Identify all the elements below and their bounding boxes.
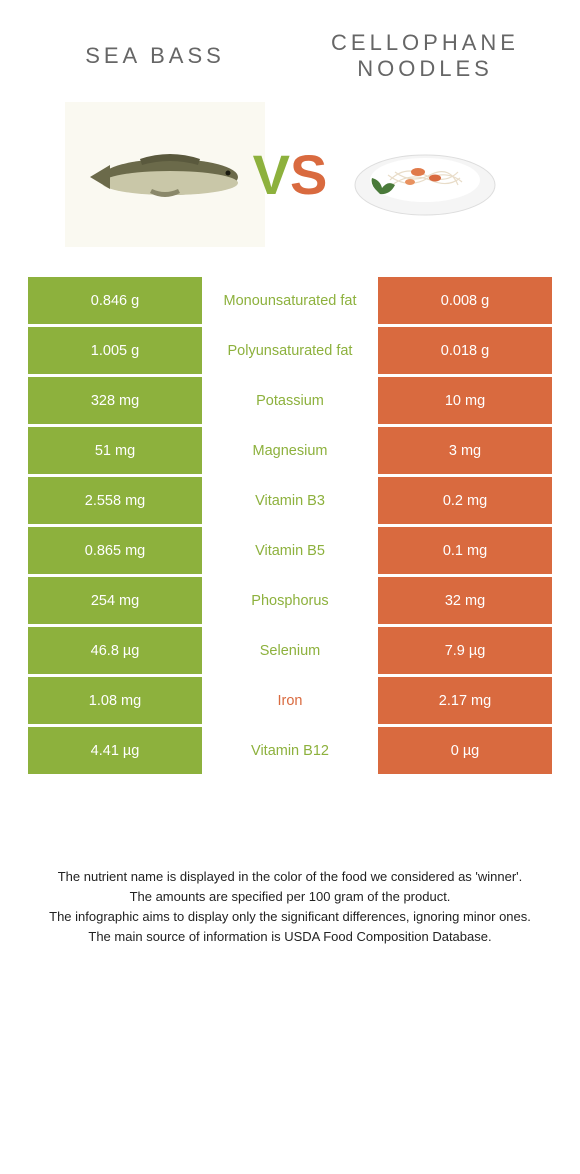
- right-image-box: [335, 102, 515, 247]
- table-row: 328 mgPotassium10 mg: [28, 377, 552, 424]
- footnotes: The nutrient name is displayed in the co…: [0, 777, 580, 948]
- nutrient-label-cell: Polyunsaturated fat: [202, 327, 378, 374]
- nutrient-label-cell: Monounsaturated fat: [202, 277, 378, 324]
- table-row: 2.558 mgVitamin B30.2 mg: [28, 477, 552, 524]
- vs-s: S: [290, 142, 327, 207]
- footnote-line: The main source of information is USDA F…: [30, 927, 550, 947]
- nutrient-label-cell: Magnesium: [202, 427, 378, 474]
- right-value-cell: 3 mg: [378, 427, 552, 474]
- fish-icon: [80, 147, 250, 202]
- right-value-cell: 7.9 µg: [378, 627, 552, 674]
- table-row: 0.865 mgVitamin B50.1 mg: [28, 527, 552, 574]
- table-row: 4.41 µgVitamin B120 µg: [28, 727, 552, 774]
- right-value-cell: 32 mg: [378, 577, 552, 624]
- right-value-cell: 10 mg: [378, 377, 552, 424]
- table-row: 1.08 mgIron2.17 mg: [28, 677, 552, 724]
- left-value-cell: 51 mg: [28, 427, 202, 474]
- left-value-cell: 0.846 g: [28, 277, 202, 324]
- right-value-cell: 0.2 mg: [378, 477, 552, 524]
- table-row: 46.8 µgSelenium7.9 µg: [28, 627, 552, 674]
- left-value-cell: 1.005 g: [28, 327, 202, 374]
- table-row: 51 mgMagnesium3 mg: [28, 427, 552, 474]
- nutrient-label-cell: Selenium: [202, 627, 378, 674]
- left-value-cell: 0.865 mg: [28, 527, 202, 574]
- right-value-cell: 0.008 g: [378, 277, 552, 324]
- right-title: CELLOPHANE NOODLES: [304, 30, 547, 82]
- left-image-box: [65, 102, 265, 247]
- left-value-cell: 1.08 mg: [28, 677, 202, 724]
- left-value-cell: 254 mg: [28, 577, 202, 624]
- table-row: 0.846 gMonounsaturated fat0.008 g: [28, 277, 552, 324]
- nutrient-label-cell: Vitamin B5: [202, 527, 378, 574]
- nutrient-label-cell: Vitamin B3: [202, 477, 378, 524]
- nutrient-label-cell: Vitamin B12: [202, 727, 378, 774]
- title-row: SEA BASS CELLOPHANE NOODLES: [0, 0, 580, 102]
- noodles-icon: [350, 130, 500, 220]
- right-value-cell: 2.17 mg: [378, 677, 552, 724]
- nutrient-label-cell: Potassium: [202, 377, 378, 424]
- left-value-cell: 2.558 mg: [28, 477, 202, 524]
- left-value-cell: 328 mg: [28, 377, 202, 424]
- table-row: 1.005 gPolyunsaturated fat0.018 g: [28, 327, 552, 374]
- footnote-line: The nutrient name is displayed in the co…: [30, 867, 550, 887]
- footnote-line: The infographic aims to display only the…: [30, 907, 550, 927]
- comparison-table: 0.846 gMonounsaturated fat0.008 g1.005 g…: [0, 277, 580, 774]
- images-row: VS: [0, 102, 580, 277]
- footnote-line: The amounts are specified per 100 gram o…: [30, 887, 550, 907]
- right-value-cell: 0 µg: [378, 727, 552, 774]
- nutrient-label-cell: Iron: [202, 677, 378, 724]
- left-value-cell: 4.41 µg: [28, 727, 202, 774]
- left-value-cell: 46.8 µg: [28, 627, 202, 674]
- nutrient-label-cell: Phosphorus: [202, 577, 378, 624]
- left-title: SEA BASS: [34, 43, 277, 69]
- vs-label: VS: [253, 142, 328, 207]
- right-value-cell: 0.018 g: [378, 327, 552, 374]
- right-value-cell: 0.1 mg: [378, 527, 552, 574]
- table-row: 254 mgPhosphorus32 mg: [28, 577, 552, 624]
- vs-v: V: [253, 142, 290, 207]
